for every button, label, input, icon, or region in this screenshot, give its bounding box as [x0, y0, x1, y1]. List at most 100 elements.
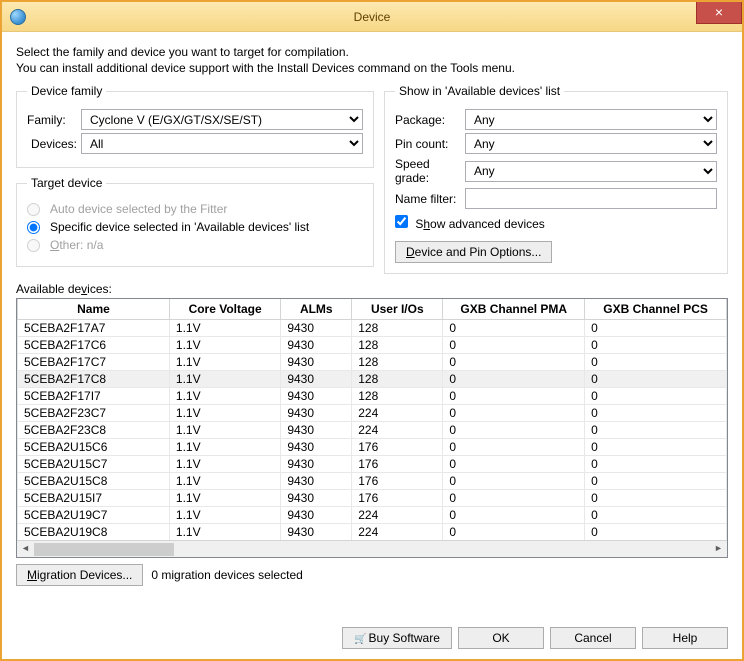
ok-button[interactable]: OK — [458, 627, 544, 649]
device-pin-options-button[interactable]: Device and Pin Options... — [395, 241, 552, 263]
table-cell: 0 — [585, 524, 727, 541]
table-cell: 5CEBA2F23C7 — [18, 405, 170, 422]
table-row[interactable]: 5CEBA2F17C81.1V943012800 — [18, 371, 727, 388]
table-cell: 0 — [443, 439, 585, 456]
intro-text: Select the family and device you want to… — [16, 44, 728, 76]
table-row[interactable]: 5CEBA2U19C81.1V943022400 — [18, 524, 727, 541]
table-cell: 224 — [352, 422, 443, 439]
column-header[interactable]: Name — [18, 299, 170, 320]
table-row[interactable]: 5CEBA2F17C61.1V943012800 — [18, 337, 727, 354]
table-hscroll[interactable]: ◄ ► — [17, 540, 727, 557]
table-cell: 9430 — [281, 371, 352, 388]
window-title: Device — [2, 10, 742, 24]
top-panels: Device family Family: Cyclone V (E/GX/GT… — [16, 84, 728, 274]
table-cell: 5CEBA2F17C7 — [18, 354, 170, 371]
pin-count-select[interactable]: Any — [465, 133, 717, 154]
table-cell: 1.1V — [169, 388, 280, 405]
hscroll-left-icon[interactable]: ◄ — [17, 541, 34, 558]
name-filter-label: Name filter: — [395, 192, 465, 206]
table-cell: 9430 — [281, 337, 352, 354]
table-row[interactable]: 5CEBA2U15I71.1V943017600 — [18, 490, 727, 507]
column-header[interactable]: ALMs — [281, 299, 352, 320]
device-dialog: Device × Select the family and device yo… — [1, 1, 743, 660]
table-cell: 128 — [352, 354, 443, 371]
column-header[interactable]: GXB Channel PMA — [443, 299, 585, 320]
column-header[interactable]: User I/Os — [352, 299, 443, 320]
table-cell: 9430 — [281, 320, 352, 337]
table-cell: 224 — [352, 405, 443, 422]
table-row[interactable]: 5CEBA2F17A71.1V943012800 — [18, 320, 727, 337]
hscroll-thumb[interactable] — [34, 543, 174, 556]
table-cell: 1.1V — [169, 524, 280, 541]
table-row[interactable]: 5CEBA2F17I71.1V943012800 — [18, 388, 727, 405]
family-select[interactable]: Cyclone V (E/GX/GT/SX/SE/ST) — [81, 109, 363, 130]
table-cell: 128 — [352, 388, 443, 405]
table-cell: 0 — [443, 507, 585, 524]
table-cell: 9430 — [281, 422, 352, 439]
table-cell: 1.1V — [169, 320, 280, 337]
advanced-checkbox-row[interactable]: Show advanced devices — [395, 217, 545, 231]
target-device-group: Target device Auto device selected by th… — [16, 176, 374, 267]
table-row[interactable]: 5CEBA2U15C71.1V943017600 — [18, 456, 727, 473]
table-row[interactable]: 5CEBA2F23C71.1V943022400 — [18, 405, 727, 422]
table-cell: 0 — [443, 354, 585, 371]
speed-grade-select[interactable]: Any — [465, 161, 717, 182]
table-cell: 1.1V — [169, 337, 280, 354]
table-cell: 0 — [585, 473, 727, 490]
table-cell: 0 — [585, 490, 727, 507]
table-cell: 0 — [443, 490, 585, 507]
table-cell: 0 — [443, 473, 585, 490]
table-row[interactable]: 5CEBA2F23C81.1V943022400 — [18, 422, 727, 439]
table-cell: 5CEBA2F17C8 — [18, 371, 170, 388]
package-label: Package: — [395, 113, 465, 127]
buy-software-button[interactable]: 🛒Buy Software — [342, 627, 452, 649]
help-button[interactable]: Help — [642, 627, 728, 649]
table-row[interactable]: 5CEBA2U15C81.1V943017600 — [18, 473, 727, 490]
table-cell: 5CEBA2U15C8 — [18, 473, 170, 490]
table-cell: 5CEBA2F23C8 — [18, 422, 170, 439]
hscroll-right-icon[interactable]: ► — [710, 541, 727, 558]
table-cell: 9430 — [281, 354, 352, 371]
table-cell: 5CEBA2U19C7 — [18, 507, 170, 524]
devices-select[interactable]: All — [81, 133, 363, 154]
table-cell: 9430 — [281, 405, 352, 422]
radio-auto — [27, 203, 40, 216]
intro-line2: You can install additional device suppor… — [16, 60, 728, 76]
table-cell: 1.1V — [169, 439, 280, 456]
radio-specific-row[interactable]: Specific device selected in 'Available d… — [27, 220, 363, 234]
radio-auto-label: Auto device selected by the Fitter — [50, 202, 227, 216]
migration-status: 0 migration devices selected — [151, 568, 302, 582]
close-button[interactable]: × — [696, 2, 742, 24]
table-cell: 0 — [443, 320, 585, 337]
table-cell: 0 — [585, 456, 727, 473]
table-cell: 224 — [352, 507, 443, 524]
intro-line1: Select the family and device you want to… — [16, 44, 728, 60]
migration-devices-button[interactable]: Migration Devices... — [16, 564, 143, 586]
cancel-button[interactable]: Cancel — [550, 627, 636, 649]
table-cell: 0 — [585, 507, 727, 524]
table-cell: 0 — [585, 337, 727, 354]
advanced-checkbox[interactable] — [395, 215, 408, 228]
table-cell: 9430 — [281, 439, 352, 456]
table-row[interactable]: 5CEBA2U19C71.1V943022400 — [18, 507, 727, 524]
table-scroll[interactable]: NameCore VoltageALMsUser I/OsGXB Channel… — [17, 299, 727, 540]
table-cell: 0 — [443, 524, 585, 541]
column-header[interactable]: GXB Channel PCS — [585, 299, 727, 320]
table-cell: 9430 — [281, 490, 352, 507]
package-select[interactable]: Any — [465, 109, 717, 130]
table-cell: 0 — [443, 337, 585, 354]
radio-other-row: Other: n/a — [27, 238, 363, 252]
radio-specific[interactable] — [27, 221, 40, 234]
name-filter-input[interactable] — [465, 188, 717, 209]
table-row[interactable]: 5CEBA2U15C61.1V943017600 — [18, 439, 727, 456]
radio-specific-label: Specific device selected in 'Available d… — [50, 220, 309, 234]
target-device-legend: Target device — [27, 176, 106, 190]
column-header[interactable]: Core Voltage — [169, 299, 280, 320]
table-row[interactable]: 5CEBA2F17C71.1V943012800 — [18, 354, 727, 371]
table-cell: 128 — [352, 320, 443, 337]
table-cell: 176 — [352, 456, 443, 473]
content: Select the family and device you want to… — [2, 32, 742, 659]
table-cell: 9430 — [281, 388, 352, 405]
devices-label: Devices: — [27, 137, 81, 151]
device-family-legend: Device family — [27, 84, 106, 98]
